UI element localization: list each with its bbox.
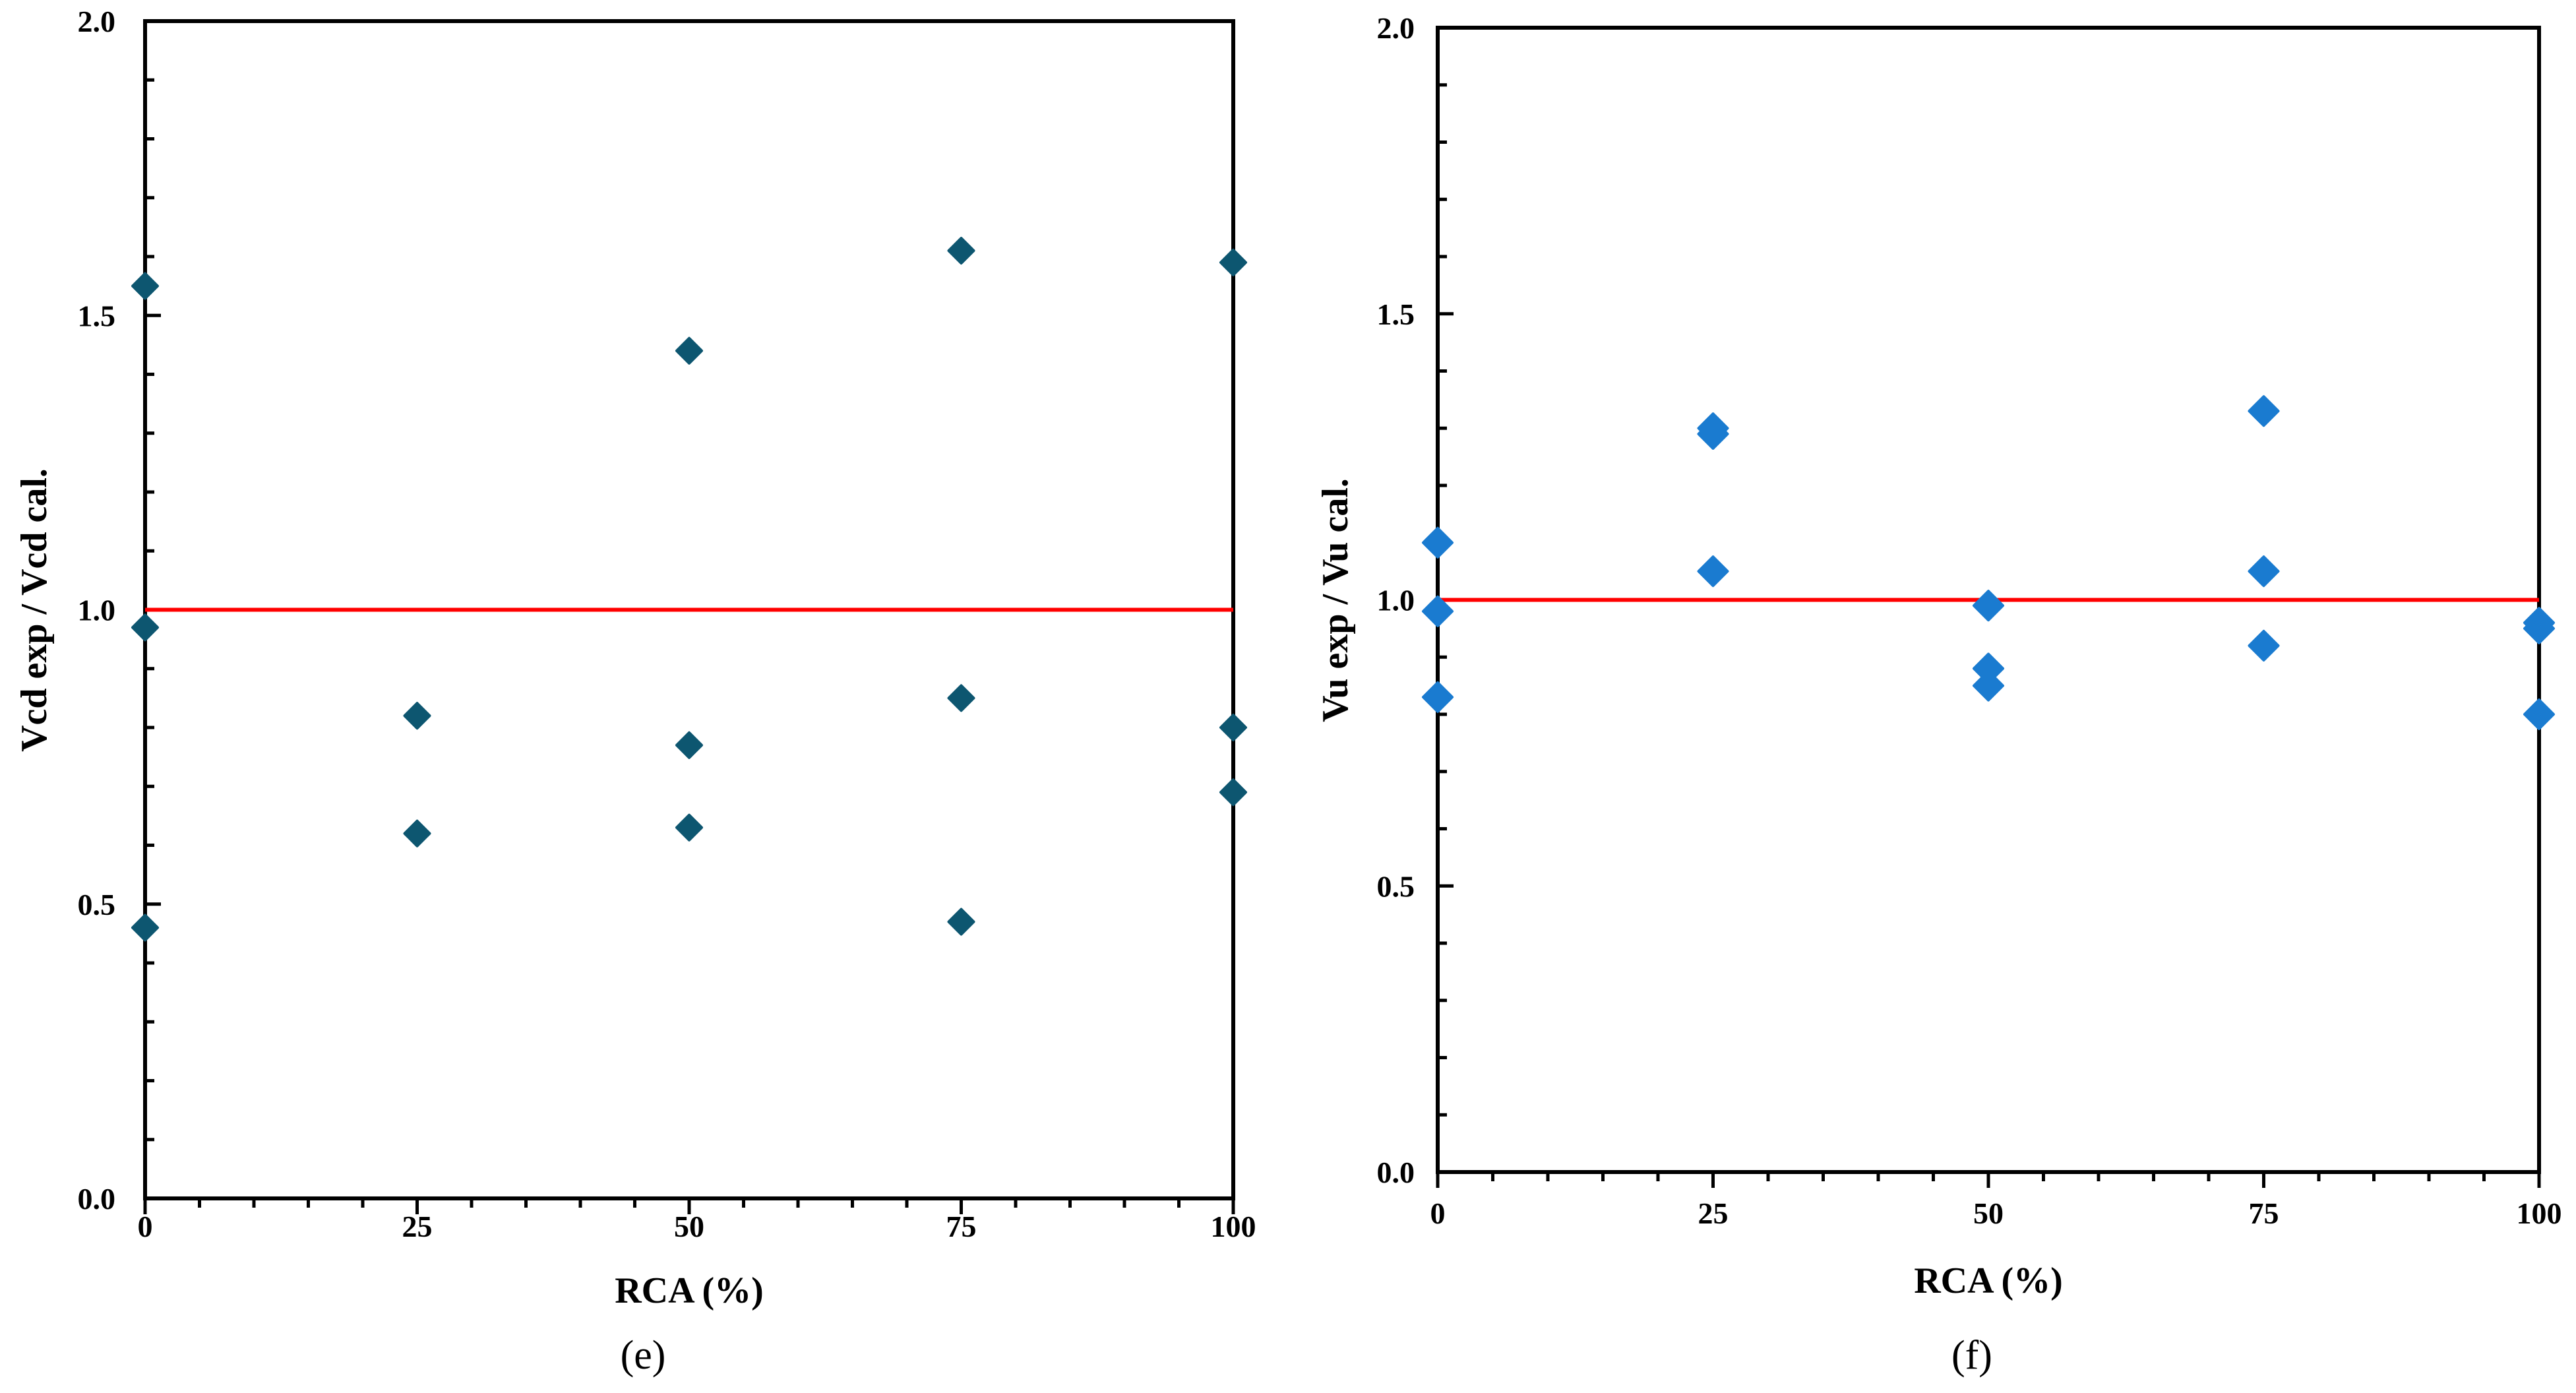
caption-e: (e): [621, 1333, 666, 1378]
data-point-f: [1697, 555, 1729, 588]
data-point-e: [403, 819, 431, 848]
data-point-e: [947, 684, 975, 712]
data-point-e: [131, 613, 159, 642]
y-tick-label-e: 1.0: [78, 594, 116, 627]
points-f: [1422, 395, 2555, 730]
x-tick-label-e: 0: [138, 1210, 153, 1243]
data-point-f: [2523, 612, 2555, 644]
y-tick-label-e: 2.0: [78, 5, 116, 38]
data-point-e: [1219, 248, 1247, 276]
panel-e: 0 25 50 75 100 0.0 0.5 1.0 1.5 2.0 RCA (%) Vcd ex…: [14, 5, 1256, 1378]
y-axis-title-f: Vu exp / Vu cal.: [1315, 478, 1356, 722]
data-point-f: [1973, 669, 2004, 702]
data-point-f: [1697, 418, 1729, 450]
data-point-f: [1422, 595, 1454, 627]
tick-labels-f: 0 25 50 75 100 0.0 0.5 1.0 1.5 2.0: [1377, 11, 2562, 1230]
y-tick-label-f: 2.0: [1377, 11, 1415, 45]
tick-labels-e: 0 25 50 75 100 0.0 0.5 1.0 1.5 2.0: [78, 5, 1256, 1243]
data-point-f: [2248, 629, 2280, 662]
caption-f: (f): [1951, 1333, 1992, 1378]
y-axis-title-e: Vcd exp / Vcd cal.: [14, 468, 55, 752]
data-point-f: [2523, 698, 2555, 730]
data-point-e: [947, 237, 975, 265]
data-point-e: [675, 336, 703, 365]
data-point-f: [2248, 395, 2280, 427]
data-point-e: [1219, 778, 1247, 807]
data-point-e: [131, 272, 159, 300]
x-tick-label-f: 25: [1698, 1196, 1729, 1230]
x-tick-label-f: 50: [1973, 1196, 2004, 1230]
x-axis-title-f: RCA (%): [1914, 1260, 2063, 1301]
y-tick-label-e: 0.0: [78, 1182, 116, 1216]
panel-f: 0 25 50 75 100 0.0 0.5 1.0 1.5 2.0 RCA (%) Vu exp…: [1315, 11, 2562, 1378]
data-point-f: [1422, 526, 1454, 559]
data-point-e: [675, 731, 703, 759]
ticks-e: [143, 19, 1235, 1214]
y-tick-label-f: 0.5: [1377, 869, 1415, 903]
data-point-e: [1219, 714, 1247, 741]
x-tick-label-f: 75: [2249, 1196, 2279, 1230]
data-point-f: [1422, 681, 1454, 713]
y-tick-label-e: 1.5: [78, 299, 116, 332]
data-point-e: [131, 913, 159, 942]
points-e: [131, 237, 1247, 942]
x-tick-label-f: 0: [1430, 1196, 1446, 1230]
data-point-e: [675, 813, 703, 842]
data-point-e: [947, 908, 975, 936]
x-axis-title-e: RCA (%): [615, 1270, 764, 1311]
x-tick-label-f: 100: [2517, 1196, 2562, 1230]
y-tick-label-f: 1.0: [1377, 584, 1415, 617]
data-point-f: [1973, 590, 2004, 622]
y-tick-label-f: 1.5: [1377, 297, 1415, 331]
data-point-e: [403, 702, 431, 730]
x-tick-label-e: 75: [946, 1210, 977, 1243]
y-tick-label-f: 0.0: [1377, 1156, 1415, 1189]
x-tick-label-e: 25: [402, 1210, 433, 1243]
data-point-f: [2248, 555, 2280, 588]
x-tick-label-e: 50: [674, 1210, 704, 1243]
y-tick-label-e: 0.5: [78, 888, 116, 921]
x-tick-label-e: 100: [1211, 1210, 1256, 1243]
